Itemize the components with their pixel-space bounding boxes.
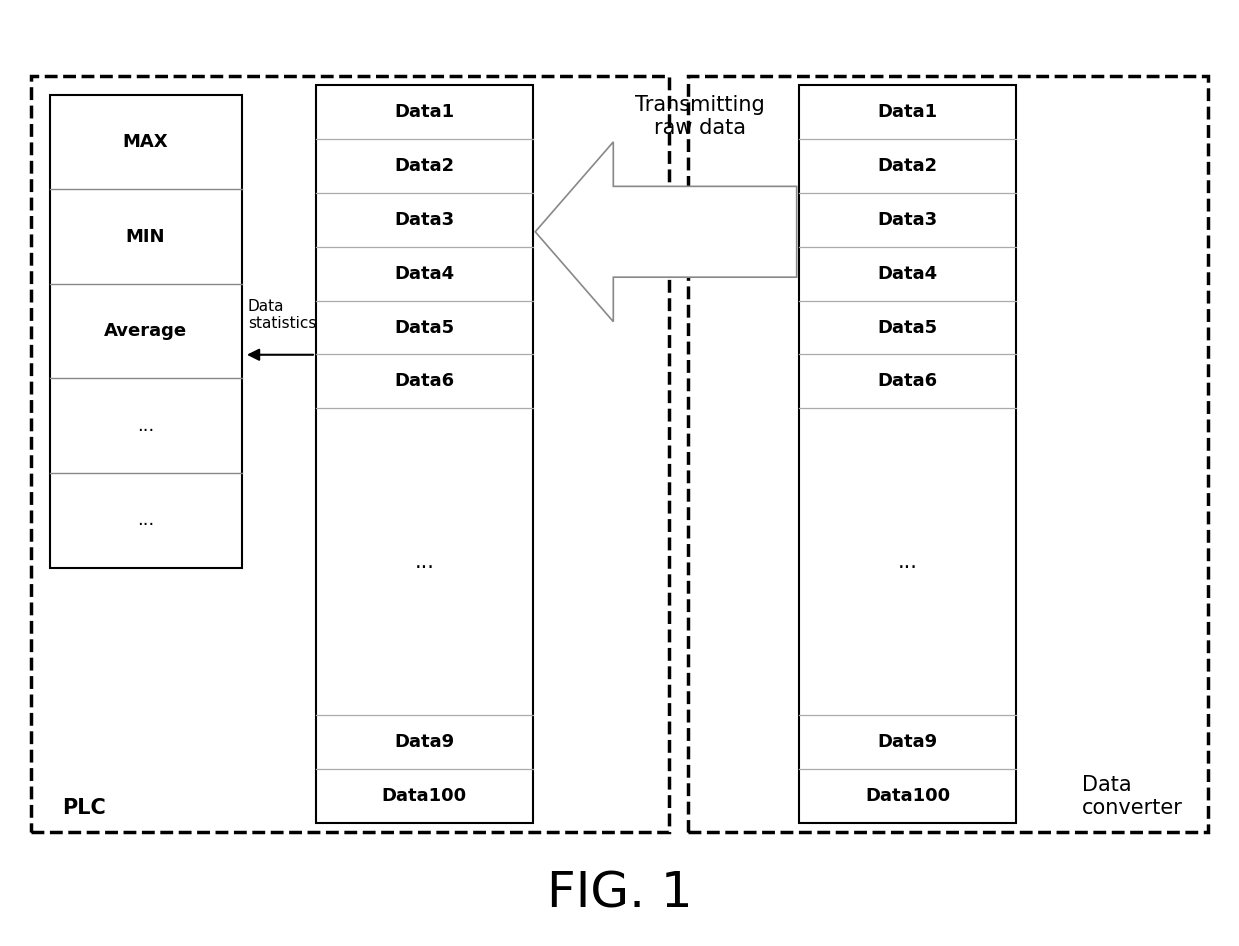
Text: ...: ... (138, 416, 154, 435)
Text: MAX: MAX (123, 132, 169, 151)
Text: Data100: Data100 (382, 787, 467, 805)
Text: Data3: Data3 (877, 211, 938, 229)
Text: PLC: PLC (62, 798, 105, 818)
Text: Data9: Data9 (394, 733, 455, 751)
Text: Average: Average (104, 322, 187, 341)
Text: Data1: Data1 (877, 103, 938, 121)
Bar (50, 95, 242, 568)
Text: Transmitting
raw data: Transmitting raw data (636, 95, 764, 138)
Text: Data
statistics: Data statistics (248, 299, 316, 331)
Bar (799, 85, 1016, 823)
Text: Data6: Data6 (877, 373, 938, 391)
Text: ...: ... (897, 552, 918, 571)
Text: FIG. 1: FIG. 1 (546, 870, 693, 918)
Text: Data100: Data100 (865, 787, 950, 805)
Text: Data6: Data6 (394, 373, 455, 391)
Text: Data5: Data5 (394, 319, 455, 337)
Text: Data5: Data5 (877, 319, 938, 337)
Text: Data4: Data4 (394, 265, 455, 283)
Text: Data1: Data1 (394, 103, 455, 121)
Text: Data4: Data4 (877, 265, 938, 283)
Bar (688, 76, 1208, 832)
Bar (316, 85, 533, 823)
Text: Data
converter: Data converter (1083, 775, 1183, 818)
Text: Data9: Data9 (877, 733, 938, 751)
Text: ...: ... (138, 511, 154, 530)
Text: Data2: Data2 (877, 157, 938, 175)
Text: Data3: Data3 (394, 211, 455, 229)
Text: MIN: MIN (126, 227, 165, 246)
Bar (31, 76, 669, 832)
Text: Data2: Data2 (394, 157, 455, 175)
Polygon shape (535, 142, 797, 322)
Text: ...: ... (414, 552, 435, 571)
